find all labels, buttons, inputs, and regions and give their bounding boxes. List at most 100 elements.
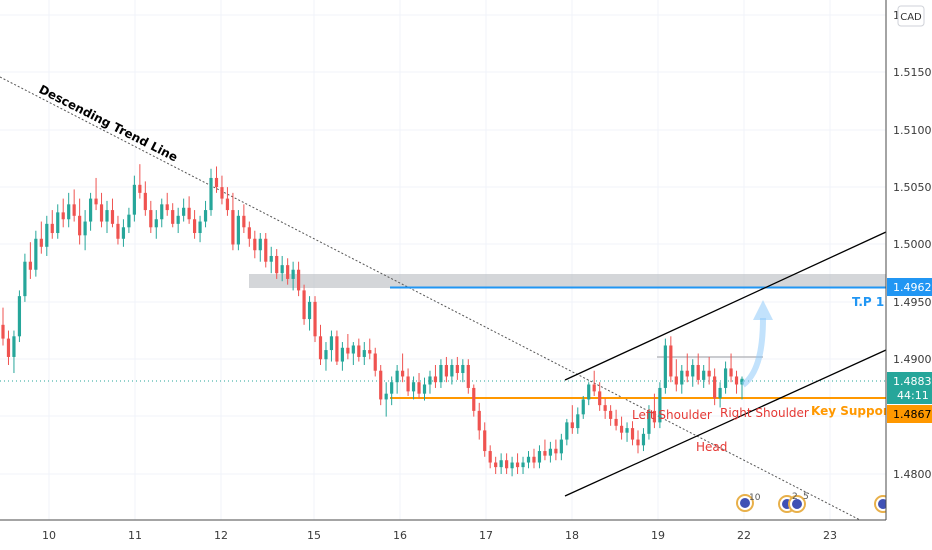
left-shoulder-label: Left Shoulder	[632, 408, 712, 422]
candle-body	[669, 345, 673, 377]
candle-body	[734, 376, 739, 385]
candle-body	[209, 177, 213, 211]
candle-body	[477, 410, 481, 431]
candle-body	[78, 215, 82, 236]
candle-body	[494, 462, 498, 468]
candles-group	[1, 164, 744, 477]
candle-body	[619, 425, 624, 433]
support-price-tag: 1.48673	[887, 405, 932, 423]
candle-body	[384, 393, 388, 400]
candle-body	[335, 336, 339, 362]
candle-body	[143, 192, 147, 211]
currency-badge[interactable]: CAD	[897, 5, 925, 27]
candle-body	[630, 428, 635, 440]
candle-body	[214, 177, 219, 188]
candle-body	[17, 296, 22, 337]
candle-body	[472, 387, 476, 411]
head-label: Head	[696, 440, 727, 454]
candle-body	[510, 462, 514, 469]
candle-body	[647, 410, 651, 434]
candle-body	[592, 384, 596, 392]
candle-body	[132, 184, 136, 215]
channel-lower-line[interactable]	[564, 349, 887, 497]
descending-trend-line[interactable]	[0, 76, 861, 521]
candle-body	[521, 462, 525, 468]
trend-line-label: Descending Trend Line	[37, 82, 180, 164]
horizontal-gridlines	[0, 14, 886, 475]
candle-body	[609, 410, 613, 419]
x-tick-label: 19	[651, 529, 665, 542]
candle-body	[220, 187, 224, 199]
candle-body	[614, 418, 618, 426]
candle-body	[439, 364, 443, 383]
event-badge[interactable]: 5	[803, 492, 809, 502]
candle-body	[713, 376, 717, 399]
candle-body	[587, 384, 591, 400]
event-badge[interactable]: 10	[736, 493, 761, 512]
candle-body	[373, 353, 377, 371]
x-tick-label: 11	[128, 529, 142, 542]
current-price-tag: 1.48830 44:11	[887, 372, 932, 404]
candle-body	[554, 448, 558, 454]
candle-body	[581, 399, 585, 415]
candle-body	[723, 368, 728, 388]
candle-body	[236, 215, 240, 245]
candle-body	[324, 350, 328, 360]
candle-body	[390, 382, 394, 394]
candle-body	[411, 382, 416, 392]
candle-body	[433, 376, 438, 383]
price-axis-bg	[886, 0, 932, 550]
candle-body	[318, 336, 323, 360]
candle-body	[532, 456, 536, 463]
event-count: 5	[803, 492, 809, 502]
candle-body	[302, 290, 306, 320]
x-tick-label: 10	[42, 529, 56, 542]
right-shoulder-label: Right Shoulder	[720, 406, 809, 420]
candle-body	[231, 210, 235, 245]
y-tick-label: 1.50000	[893, 238, 932, 251]
candle-body	[28, 261, 32, 270]
candle-body	[680, 370, 684, 385]
candle-body	[455, 364, 459, 374]
candle-body	[598, 391, 602, 406]
candle-body	[23, 261, 27, 297]
x-tick-label: 17	[479, 529, 493, 542]
candle-body	[696, 364, 700, 380]
candle-body	[401, 370, 405, 377]
candle-body	[198, 221, 202, 234]
y-tick-label: 1.49000	[893, 353, 932, 366]
candle-body	[61, 212, 65, 220]
vertical-gridlines	[48, 0, 831, 520]
x-tick-label: 22	[737, 529, 751, 542]
candle-body	[488, 451, 492, 463]
resistance-zone[interactable]	[249, 274, 886, 288]
candle-body	[313, 301, 317, 337]
candle-body	[576, 414, 580, 429]
tp-price-text: 1.49623	[893, 281, 932, 294]
x-tick-label: 16	[393, 529, 407, 542]
candle-body	[515, 462, 520, 468]
candle-body	[740, 378, 744, 385]
candle-body	[570, 422, 574, 429]
price-axis-ticks: 1.5 1.51500 1.51000 1.50500 1.50000 1.49…	[893, 9, 932, 481]
event-badge[interactable]: 2	[778, 492, 806, 513]
candle-body	[83, 221, 87, 236]
candle-body	[269, 255, 273, 262]
candle-body	[286, 265, 290, 279]
candle-body	[362, 350, 366, 357]
candle-body	[149, 210, 153, 228]
candle-body	[461, 364, 465, 374]
support-price-text: 1.48673	[893, 408, 932, 421]
channel-upper-line[interactable]	[564, 231, 887, 381]
candle-body	[171, 210, 175, 224]
candle-body	[297, 269, 301, 291]
current-price-text: 1.48830	[893, 375, 932, 388]
candle-body	[340, 347, 344, 362]
candle-body	[379, 370, 383, 400]
candle-body	[12, 336, 16, 357]
candle-body	[154, 219, 158, 228]
candle-body	[543, 451, 547, 456]
projection-arrow	[741, 300, 773, 388]
candle-body	[652, 410, 657, 423]
